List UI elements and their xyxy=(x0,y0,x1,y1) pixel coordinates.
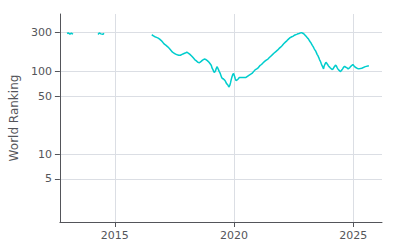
svg-text:50: 50 xyxy=(38,90,52,103)
svg-text:100: 100 xyxy=(31,65,52,78)
svg-text:2015: 2015 xyxy=(101,229,129,242)
svg-text:2025: 2025 xyxy=(339,229,367,242)
svg-text:10: 10 xyxy=(38,148,52,161)
svg-text:5: 5 xyxy=(45,172,52,185)
svg-text:300: 300 xyxy=(31,26,52,39)
svg-text:World Ranking: World Ranking xyxy=(7,75,21,162)
svg-text:2020: 2020 xyxy=(220,229,248,242)
